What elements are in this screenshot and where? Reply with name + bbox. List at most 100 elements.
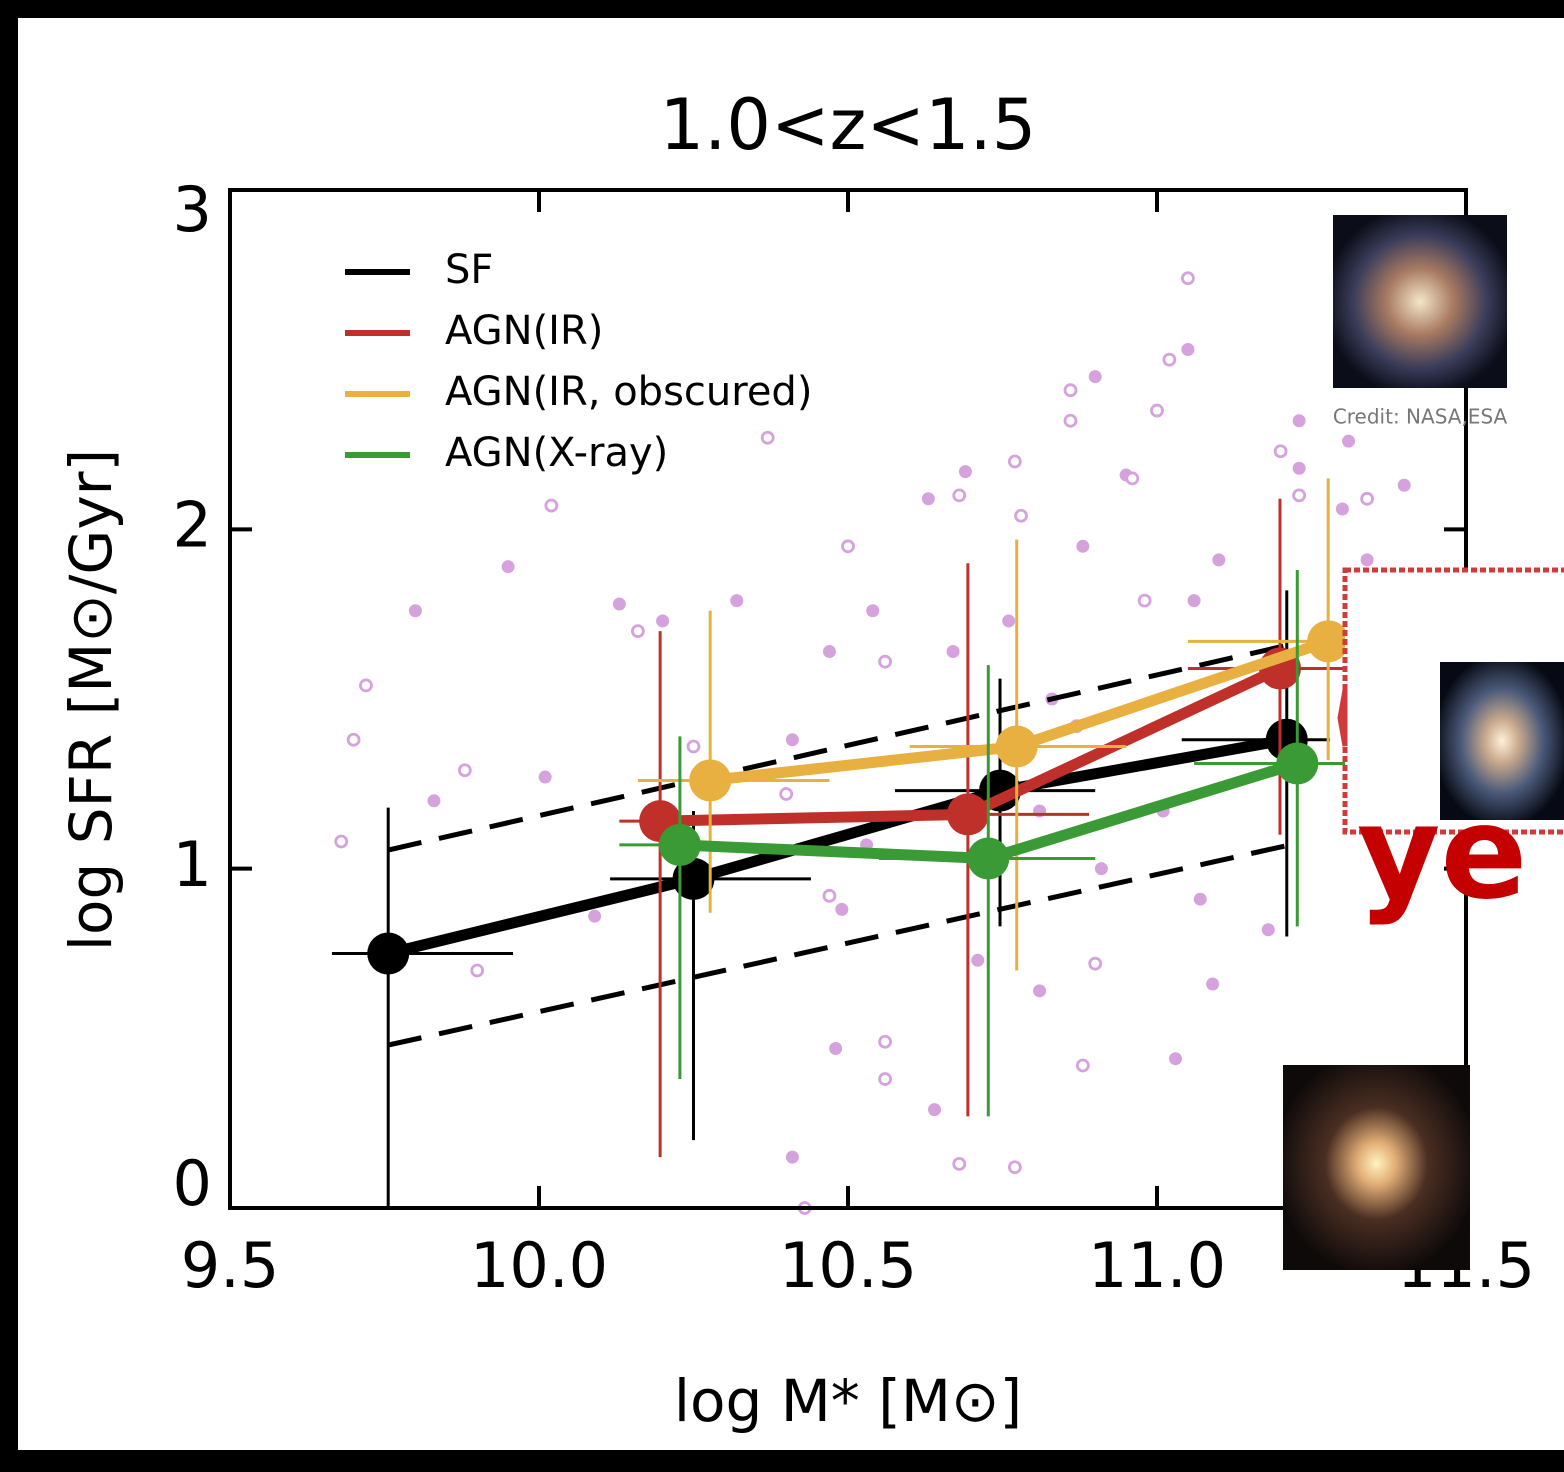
series-point — [995, 725, 1038, 768]
series-point — [672, 857, 715, 900]
background-point — [1075, 1058, 1090, 1073]
y-tick-label: 0 — [173, 1147, 212, 1220]
background-point — [1360, 491, 1375, 506]
y-tick-label: 3 — [173, 173, 212, 246]
background-point — [878, 1034, 892, 1049]
background-point — [1014, 508, 1028, 523]
background-point — [1360, 553, 1374, 567]
background-point — [1137, 593, 1152, 608]
background-point — [1206, 977, 1220, 991]
background-point — [686, 739, 701, 754]
background-point — [952, 1156, 967, 1171]
galaxy-image — [1333, 215, 1507, 388]
background-point — [866, 604, 880, 618]
x-tick-label: 9.5 — [181, 1229, 280, 1302]
background-point — [538, 770, 552, 784]
chart-title: 1.0<z<1.5 — [660, 84, 1037, 166]
legend-label: SF — [445, 247, 493, 293]
background-point — [470, 963, 485, 978]
background-point — [1125, 471, 1140, 486]
background-point — [822, 888, 837, 903]
background-point — [1063, 413, 1078, 428]
callout-pointer — [1337, 689, 1348, 747]
y-axis-label: log SFR [M⊙/Gyr] — [57, 449, 125, 951]
background-point — [1292, 414, 1306, 428]
background-point — [1007, 454, 1022, 469]
background-point — [1212, 553, 1226, 567]
background-point — [835, 902, 849, 916]
background-point — [1181, 271, 1195, 286]
background-point — [760, 430, 775, 445]
background-point — [630, 624, 645, 639]
background-point — [612, 597, 626, 611]
background-point — [1397, 478, 1411, 492]
background-point — [427, 794, 441, 808]
background-point — [878, 654, 892, 669]
background-point — [1002, 614, 1016, 628]
credit-text: Credit: NASA,ESA — [1333, 405, 1508, 429]
background-point — [408, 604, 422, 618]
callout-pointer-mask — [1348, 692, 1354, 744]
background-point — [1033, 984, 1047, 998]
background-point — [334, 834, 349, 849]
background-point — [1007, 1160, 1022, 1175]
background-point — [928, 1103, 942, 1117]
background-point — [457, 763, 472, 778]
background-point — [1150, 403, 1164, 418]
series-point — [967, 837, 1010, 880]
x-tick-label: 10.5 — [779, 1229, 917, 1302]
background-point — [588, 909, 602, 923]
background-point — [946, 644, 960, 658]
background-point — [1162, 352, 1177, 367]
background-point — [544, 498, 559, 513]
background-point — [785, 1150, 799, 1164]
series-point — [1276, 742, 1319, 785]
background-point — [1088, 956, 1103, 971]
background-point — [1063, 383, 1078, 398]
background-point — [1076, 539, 1090, 553]
series-point — [946, 793, 989, 836]
background-point — [1169, 1052, 1183, 1066]
background-point — [878, 1072, 892, 1086]
background-point — [1342, 434, 1356, 448]
background-point — [1187, 594, 1201, 608]
background-point — [656, 614, 670, 628]
series-point — [1307, 620, 1350, 663]
background-point — [958, 465, 972, 479]
background-point — [501, 560, 515, 574]
background-point — [1292, 488, 1307, 503]
background-point — [829, 1042, 843, 1056]
background-point — [359, 678, 373, 693]
background-point — [1261, 923, 1275, 937]
legend-label: AGN(IR) — [445, 308, 603, 354]
background-point — [1335, 502, 1349, 516]
background-point — [1273, 444, 1288, 459]
galaxy-image — [1283, 1065, 1470, 1270]
series-line — [386, 734, 1288, 959]
background-point — [921, 492, 935, 506]
series-point — [367, 932, 410, 975]
background-point — [779, 787, 794, 801]
series-point — [689, 759, 732, 802]
legend-label: AGN(IR, obscured) — [445, 369, 812, 415]
series-point — [658, 823, 701, 866]
plot-area — [228, 188, 1468, 1215]
annotations: Credit: NASA,ESA ye — [1283, 215, 1564, 1270]
x-tick-label: 11.0 — [1088, 1229, 1226, 1302]
background-point — [1193, 892, 1207, 906]
background-point — [1292, 461, 1306, 475]
legend-label: AGN(X-ray) — [445, 430, 668, 476]
background-point — [1094, 862, 1108, 876]
y-tick-label: 1 — [173, 828, 212, 901]
background-point — [1181, 342, 1195, 356]
callout-text: ye — [1357, 779, 1527, 928]
background-point — [822, 644, 836, 658]
background-point — [785, 733, 799, 747]
x-tick-label: 10.0 — [470, 1229, 608, 1302]
background-point — [1088, 370, 1102, 384]
galaxy-image — [1440, 662, 1564, 820]
y-tick-label: 2 — [173, 488, 212, 561]
background-point — [841, 539, 855, 554]
